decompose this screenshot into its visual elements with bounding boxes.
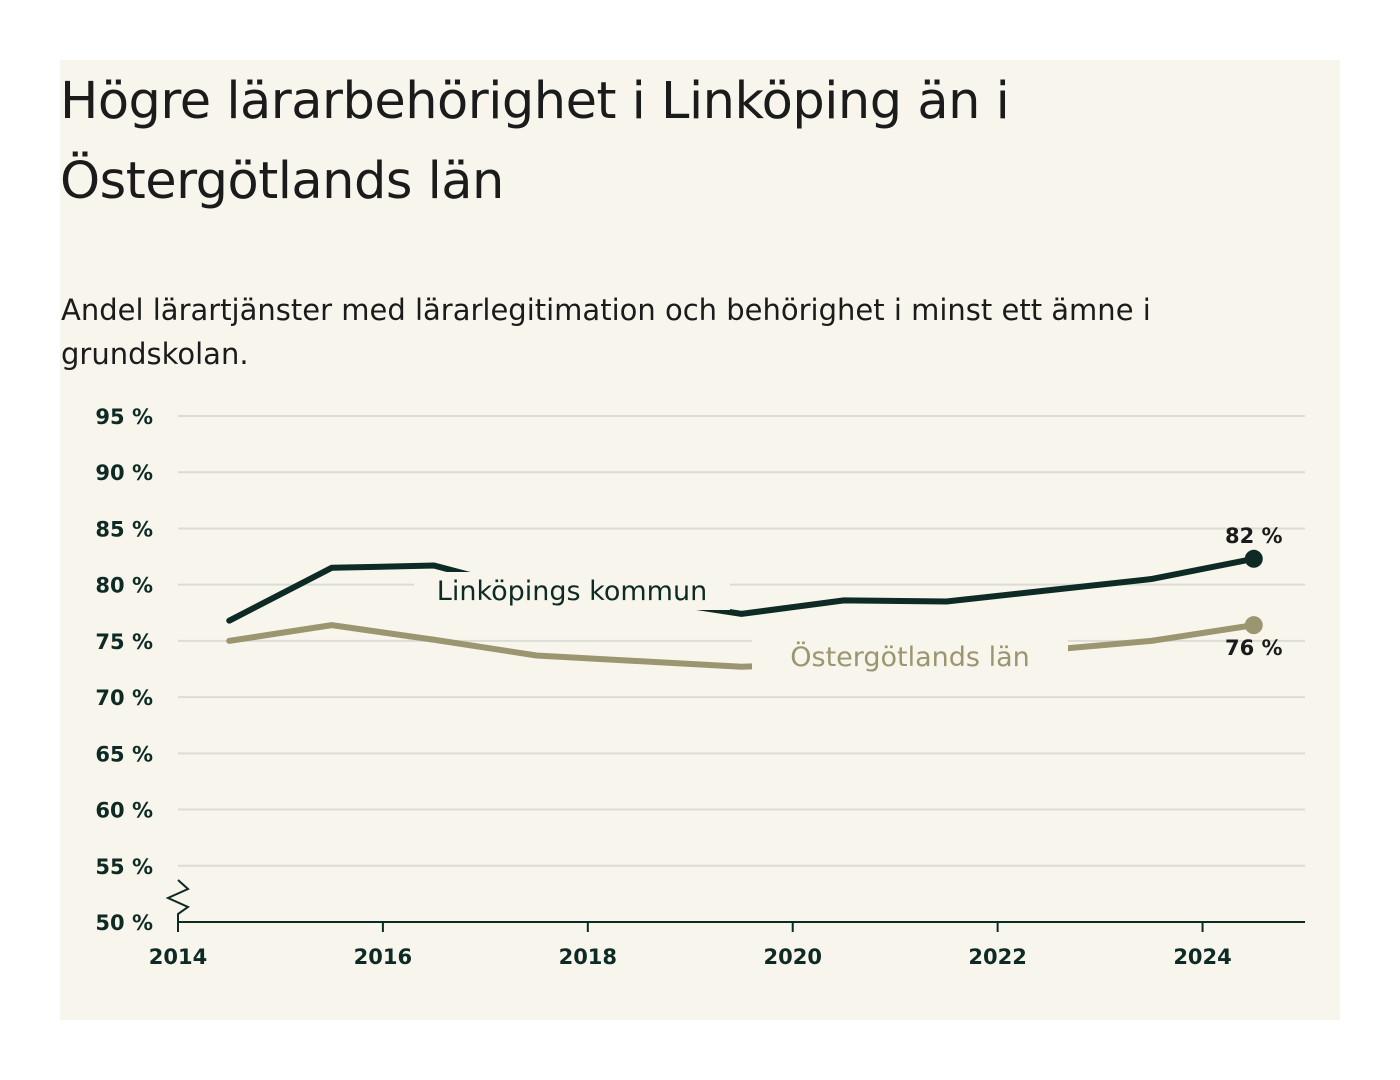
axis-break-icon xyxy=(165,879,191,922)
end-label-ostergotland: 76 % xyxy=(1225,636,1283,660)
x-axis: 2014 2016 2018 2020 2022 2024 xyxy=(149,879,1305,969)
series-labels: Linköpings kommun Östergötlands län 82 % 76… xyxy=(414,524,1283,676)
x-tick-label: 2022 xyxy=(968,945,1026,969)
series-label-background xyxy=(752,638,1068,676)
x-tick-label: 2020 xyxy=(764,945,822,969)
series-line-linkoping xyxy=(226,555,1257,624)
gridlines xyxy=(178,415,1305,867)
x-tick-label: 2024 xyxy=(1173,945,1231,969)
y-tick-label: 75 % xyxy=(95,630,153,654)
y-tick-label: 65 % xyxy=(95,742,153,766)
series-label-background xyxy=(414,572,730,610)
x-tick-label: 2016 xyxy=(354,945,412,969)
y-tick-label: 60 % xyxy=(95,799,153,823)
end-label-linkoping: 82 % xyxy=(1225,524,1283,548)
chart-title: Högre lärarbehörighet i Linköping än i Ö… xyxy=(60,72,1010,211)
series-label-linkoping: Linköpings kommun xyxy=(437,576,707,607)
x-tick-label: 2014 xyxy=(149,945,207,969)
y-tick-label: 70 % xyxy=(95,686,153,710)
y-tick-label: 55 % xyxy=(95,855,153,879)
series-lines xyxy=(226,549,1263,670)
series-label-ostergotland: Östergötlands län xyxy=(790,641,1030,673)
y-tick-label: 80 % xyxy=(95,574,153,598)
y-tick-label: 90 % xyxy=(95,461,153,485)
series-line-ostergotland xyxy=(226,622,1257,670)
end-point-ostergotland xyxy=(1244,616,1263,635)
chart-card xyxy=(60,60,1340,1020)
y-tick-label: 95 % xyxy=(95,405,153,429)
y-tick-label: 50 % xyxy=(95,911,153,935)
chart-subtitle: Andel lärartjänster med lärarlegitimatio… xyxy=(61,293,1151,371)
x-tick-label: 2018 xyxy=(559,945,617,969)
y-axis-ticks: 50 % 55 % 60 % 65 % 70 % 75 % 80 % 85 % 90 % 95 % xyxy=(95,405,153,935)
y-tick-label: 85 % xyxy=(95,517,153,541)
end-point-linkoping xyxy=(1244,549,1263,568)
